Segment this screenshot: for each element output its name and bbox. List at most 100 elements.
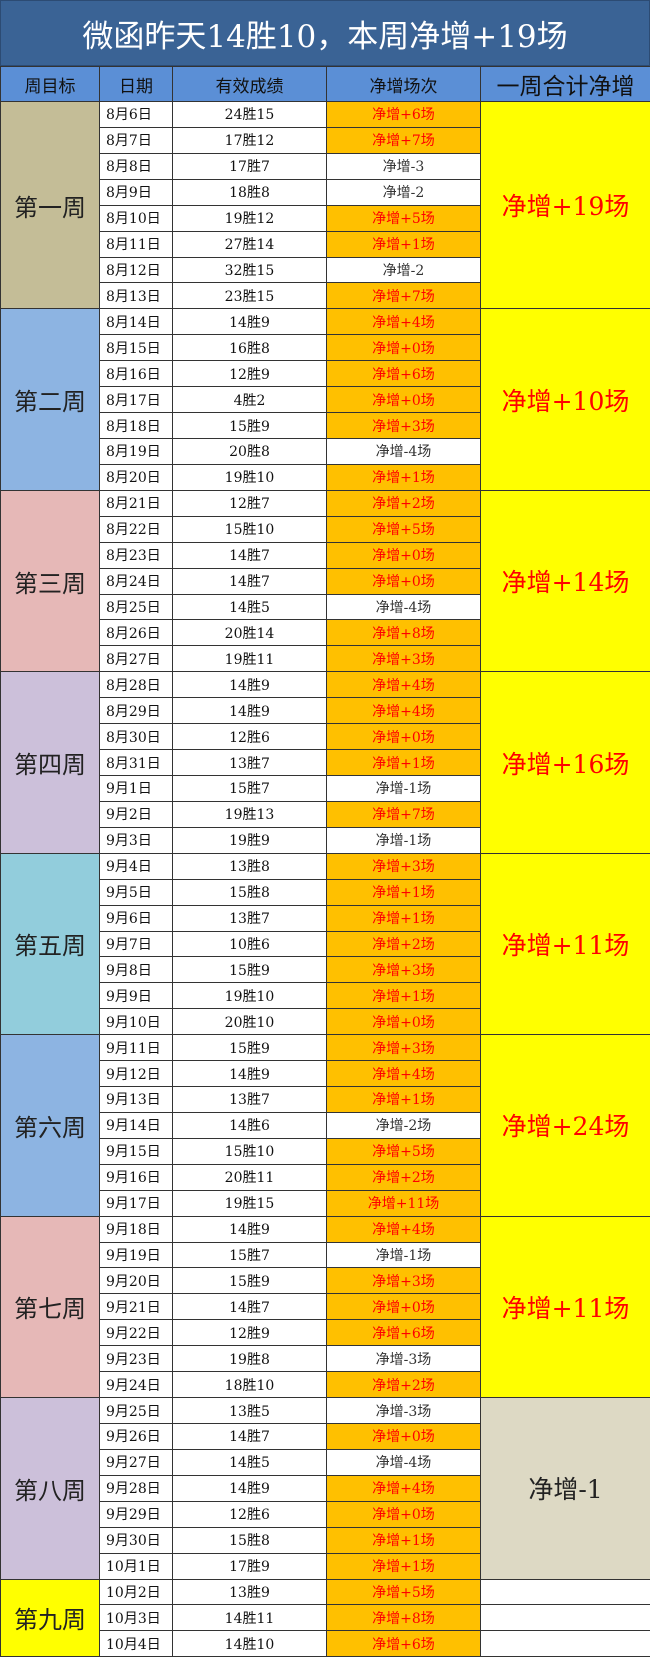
week-total: 净增+10场 [481,309,650,490]
date-cell: 8月24日 [100,568,173,594]
score-cell: 27胜14 [173,231,327,257]
date-cell: 8月19日 [100,438,173,464]
net-cell: 净增-2 [327,179,481,205]
date-cell: 8月15日 [100,335,173,361]
date-cell: 9月19日 [100,1242,173,1268]
week-total: 净增+24场 [481,1035,650,1216]
net-cell: 净增+1场 [327,983,481,1009]
week-total-empty [481,1605,650,1631]
date-cell: 9月26日 [100,1424,173,1450]
score-cell: 12胜9 [173,1320,327,1346]
net-cell: 净增+7场 [327,283,481,309]
score-cell: 12胜6 [173,1501,327,1527]
net-cell: 净增+4场 [327,672,481,698]
date-cell: 9月18日 [100,1216,173,1242]
net-cell: 净增+5场 [327,205,481,231]
date-cell: 8月27日 [100,646,173,672]
score-cell: 15胜9 [173,957,327,983]
net-cell: 净增+3场 [327,413,481,439]
date-cell: 8月23日 [100,542,173,568]
score-cell: 14胜9 [173,1475,327,1501]
net-cell: 净增-3场 [327,1398,481,1424]
date-cell: 9月15日 [100,1138,173,1164]
date-cell: 9月21日 [100,1294,173,1320]
net-cell: 净增+5场 [327,1579,481,1605]
score-cell: 13胜9 [173,1579,327,1605]
net-cell: 净增+1场 [327,231,481,257]
net-cell: 净增+6场 [327,102,481,128]
net-cell: 净增+11场 [327,1190,481,1216]
net-cell: 净增-2场 [327,1112,481,1138]
score-cell: 16胜8 [173,335,327,361]
net-cell: 净增+4场 [327,698,481,724]
score-cell: 18胜10 [173,1372,327,1398]
score-cell: 14胜7 [173,1424,327,1450]
date-cell: 9月17日 [100,1190,173,1216]
week-total: 净增+19场 [481,102,650,309]
net-cell: 净增-1场 [327,1242,481,1268]
net-cell: 净增+2场 [327,1164,481,1190]
date-cell: 9月11日 [100,1035,173,1061]
date-cell: 9月14日 [100,1112,173,1138]
score-cell: 14胜5 [173,1449,327,1475]
net-cell: 净增+1场 [327,879,481,905]
net-cell: 净增-4场 [327,438,481,464]
header-date: 日期 [100,67,173,102]
week-total-empty [481,1579,650,1605]
week-total: 净增+16场 [481,672,650,853]
date-cell: 8月30日 [100,724,173,750]
net-cell: 净增+0场 [327,568,481,594]
date-cell: 9月27日 [100,1449,173,1475]
date-cell: 8月20日 [100,464,173,490]
score-cell: 24胜15 [173,102,327,128]
net-cell: 净增+0场 [327,1424,481,1450]
net-cell: 净增+0场 [327,724,481,750]
net-cell: 净增-1场 [327,775,481,801]
net-cell: 净增+6场 [327,361,481,387]
score-cell: 15胜10 [173,516,327,542]
date-cell: 9月6日 [100,905,173,931]
score-cell: 20胜14 [173,620,327,646]
score-cell: 15胜7 [173,1242,327,1268]
date-cell: 8月12日 [100,257,173,283]
net-cell: 净增+1场 [327,1553,481,1579]
net-cell: 净增+3场 [327,646,481,672]
date-cell: 9月28日 [100,1475,173,1501]
week-label: 第六周 [1,1035,100,1216]
date-cell: 9月2日 [100,801,173,827]
score-cell: 19胜11 [173,646,327,672]
date-cell: 8月26日 [100,620,173,646]
score-cell: 14胜6 [173,1112,327,1138]
week-label: 第八周 [1,1398,100,1579]
week-label: 第九周 [1,1579,100,1657]
net-cell: 净增+0场 [327,1009,481,1035]
score-cell: 4胜2 [173,387,327,413]
score-cell: 14胜7 [173,568,327,594]
score-cell: 13胜5 [173,1398,327,1424]
score-cell: 14胜7 [173,542,327,568]
net-cell: 净增+0场 [327,542,481,568]
date-cell: 10月3日 [100,1605,173,1631]
week-total: 净增+11场 [481,1216,650,1397]
date-cell: 9月8日 [100,957,173,983]
header-week-total: 一周合计净增 [481,67,650,102]
net-cell: 净增+7场 [327,801,481,827]
net-cell: 净增+2场 [327,931,481,957]
net-cell: 净增+1场 [327,464,481,490]
score-cell: 19胜9 [173,827,327,853]
net-cell: 净增+3场 [327,853,481,879]
score-cell: 20胜11 [173,1164,327,1190]
score-cell: 32胜15 [173,257,327,283]
week-label: 第五周 [1,853,100,1034]
week-label: 第四周 [1,672,100,853]
score-cell: 14胜9 [173,1216,327,1242]
date-cell: 10月1日 [100,1553,173,1579]
net-cell: 净增+2场 [327,490,481,516]
